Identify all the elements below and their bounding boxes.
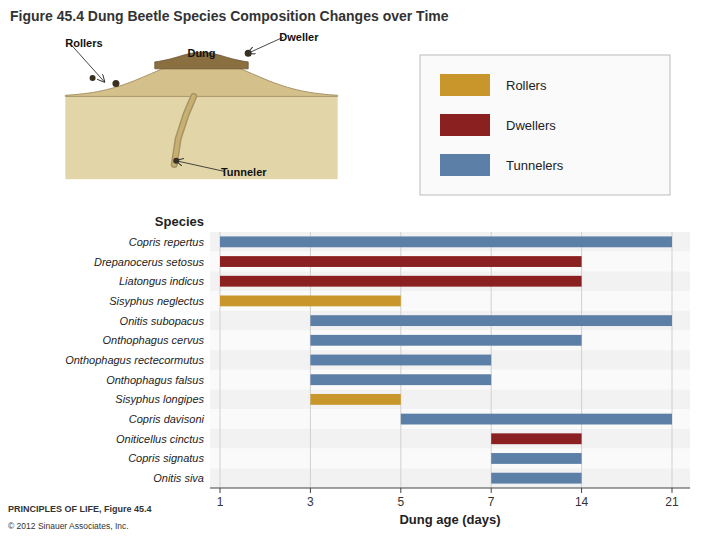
annotation: Rollers [65,37,102,49]
footnote: © 2012 Sinauer Associates, Inc. [8,521,129,531]
category-label: Sisyphus longipes [115,393,204,405]
row-band [210,429,690,449]
tick-label: 21 [665,495,679,509]
tick-mark [220,488,221,493]
beetle [112,80,119,87]
category-label: Onitis siva [153,472,204,484]
tunnel [174,96,193,164]
row-band [210,409,690,429]
axis-title: Dung age (days) [399,512,500,527]
beetle [90,75,96,81]
tunnel [174,96,193,164]
bar [310,355,491,366]
row-band [210,468,690,488]
title: Figure 45.4 Dung Beetle Species Composit… [10,8,449,24]
tick-mark [310,488,311,493]
bar [310,315,672,326]
bar [220,236,672,247]
row-band [210,330,690,350]
bars [220,236,672,483]
x-axis: 1 3 5 7 14 21 Dung age (days) [210,488,690,527]
plot-area [210,232,690,488]
legend: Rollers Dwellers Tunnelers [420,55,670,195]
legend-label: Rollers [506,78,547,93]
axis-line [210,488,690,489]
row-band [210,271,690,291]
row-band [210,252,690,272]
bar [310,335,581,346]
axis-title: Species [155,214,204,229]
bar [491,473,581,484]
category-label: Onthophagus cervus [102,334,204,346]
y-axis: Copris repertus Drepanocerus setosus Liato… [65,214,204,484]
row-band [210,390,690,410]
annotation: Dung [187,47,215,59]
chart: Figure 45.4 Dung Beetle Species Composit… [0,0,720,540]
bar [401,414,672,425]
category-label: Onthophagus rectecormutus [65,354,204,366]
category-label: Onthophagus falsus [106,374,204,386]
row-band [210,311,690,331]
row-band [210,232,690,252]
legend-label: Dwellers [506,118,556,133]
annotation-arrow [176,161,225,172]
category-label: Oniticellus cinctus [116,433,205,445]
tick-mark [672,488,673,493]
bar [220,296,401,307]
tick-mark [491,488,492,493]
legend-label: Tunnelers [506,158,564,173]
background [0,0,720,540]
row-band [210,350,690,370]
legend-box [420,55,670,195]
tick-label: 3 [307,495,314,509]
annotation-arrow [248,37,283,53]
category-label: Copris signatus [128,452,204,464]
row-band [210,449,690,469]
footnote: PRINCIPLES OF LIFE, Figure 45.4 [8,504,152,514]
category-label: Copris davisoni [129,413,205,425]
grid-line [672,232,673,488]
bar [310,374,491,385]
tick-label: 7 [488,495,495,509]
annotation: Tunneler [221,166,267,178]
category-label: Sisyphus neglectus [109,295,204,307]
bar [491,453,581,464]
tick-mark [400,488,401,493]
row-band [210,291,690,311]
diagram: Rollers Dweller Dung Tunneler [65,31,337,179]
bar [491,433,581,444]
category-label: Liatongus indicus [119,275,205,287]
tick-mark [581,488,582,493]
tick-label: 1 [217,495,224,509]
bar [310,394,400,405]
grid-line [220,232,221,488]
legend-swatch [440,114,490,136]
soil [65,96,337,179]
bar [220,256,582,267]
legend-swatch [440,154,490,176]
category-label: Copris repertus [129,236,205,248]
tick-label: 14 [575,495,589,509]
grid-line [581,232,582,488]
annotation: Dweller [279,31,319,43]
legend-swatch [440,74,490,96]
row-band [210,370,690,390]
tick-label: 5 [397,495,404,509]
category-label: Drepanocerus setosus [94,256,205,268]
bar [220,276,582,287]
category-label: Onitis subopacus [120,315,205,327]
